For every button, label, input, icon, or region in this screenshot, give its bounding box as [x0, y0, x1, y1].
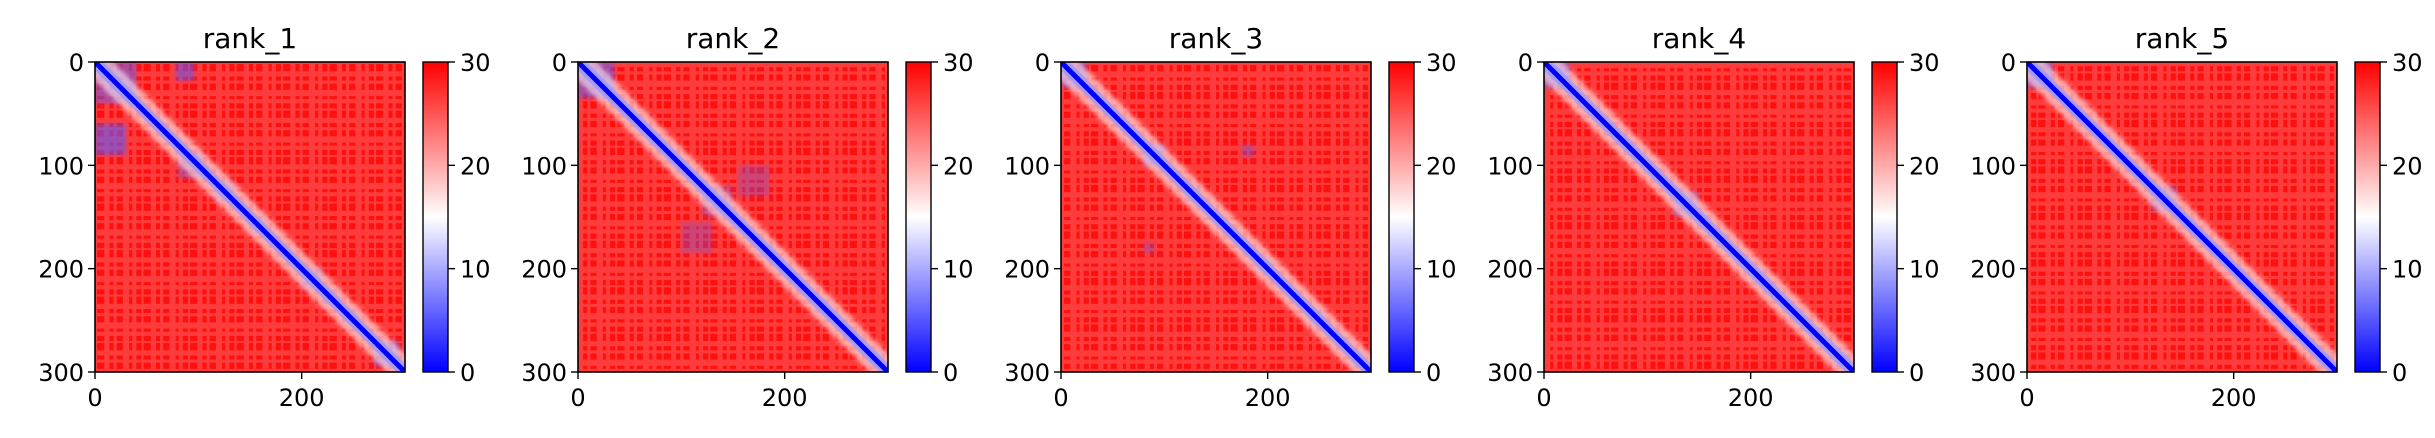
- x-tick-label: 200: [1245, 384, 1291, 412]
- panel-title: rank_4: [1652, 22, 1746, 55]
- colorbar-tick-label: 30: [460, 49, 491, 77]
- heatmap-cells: [1544, 62, 1854, 372]
- diagonal-core: [1061, 62, 1371, 372]
- colorbar: [1388, 61, 1415, 373]
- colorbar-tick-label: 20: [460, 152, 491, 180]
- colorbar: [1871, 61, 1898, 373]
- y-tick-label: 0: [2001, 49, 2016, 77]
- y-tick-label: 300: [521, 359, 567, 387]
- axes-frame: [1543, 61, 1855, 373]
- contact-block: [1143, 242, 1154, 254]
- colorbar-tick-label: 0: [1426, 359, 1441, 387]
- x-tick-label: 200: [279, 384, 325, 412]
- contact-block: [175, 62, 195, 81]
- colorbar-tick-label: 10: [460, 256, 491, 284]
- colorbar-tick-label: 20: [943, 152, 974, 180]
- colorbar-tick-label: 10: [943, 256, 974, 284]
- colorbar-tick-label: 0: [2392, 359, 2407, 387]
- y-tick-label: 0: [69, 49, 84, 77]
- x-tick-label: 0: [570, 384, 585, 412]
- y-tick-label: 200: [1970, 256, 2016, 284]
- colorbar: [2354, 61, 2381, 373]
- colorbar-tick-label: 20: [1909, 152, 1940, 180]
- panel-title: rank_2: [686, 22, 780, 55]
- y-tick-label: 300: [1487, 359, 1533, 387]
- y-tick-label: 300: [1004, 359, 1050, 387]
- y-tick-label: 200: [1487, 256, 1533, 284]
- colorbar-tick-label: 30: [1426, 49, 1457, 77]
- x-tick-label: 200: [762, 384, 808, 412]
- diagonal-core: [95, 62, 405, 372]
- x-tick-label: 0: [1536, 384, 1551, 412]
- y-tick-label: 200: [521, 256, 567, 284]
- contact-block: [95, 124, 126, 155]
- x-tick-label: 0: [2019, 384, 2034, 412]
- colorbar: [905, 61, 932, 373]
- x-tick-label: 200: [1728, 384, 1774, 412]
- colorbar-tick-label: 0: [460, 359, 475, 387]
- heatmap-cells: [1061, 62, 1371, 372]
- y-tick-label: 100: [521, 152, 567, 180]
- y-tick-label: 0: [552, 49, 567, 77]
- x-tick-label: 0: [87, 384, 102, 412]
- y-tick-label: 200: [1004, 256, 1050, 284]
- axes-frame: [2026, 61, 2338, 373]
- diagonal-core: [578, 62, 888, 372]
- y-tick-label: 300: [1970, 359, 2016, 387]
- colorbar-tick-label: 10: [1426, 256, 1457, 284]
- colorbar-tick-label: 20: [1426, 152, 1457, 180]
- diagonal-core: [1544, 62, 1854, 372]
- axes-frame: [1060, 61, 1372, 373]
- panel-title: rank_3: [1169, 22, 1263, 55]
- contact-block: [1241, 144, 1255, 158]
- axes-frame: [94, 61, 406, 373]
- y-tick-label: 100: [38, 152, 84, 180]
- y-tick-label: 200: [38, 256, 84, 284]
- y-tick-label: 0: [1035, 49, 1050, 77]
- colorbar-tick-label: 0: [943, 359, 958, 387]
- axes-frame: [577, 61, 889, 373]
- x-tick-label: 200: [2211, 384, 2257, 412]
- colorbar-tick-label: 20: [2392, 152, 2423, 180]
- colorbar-tick-label: 30: [943, 49, 974, 77]
- y-tick-label: 100: [1487, 152, 1533, 180]
- contact-block: [738, 165, 770, 197]
- heatmap-texture: [2027, 62, 2337, 372]
- colorbar-tick-label: 10: [1909, 256, 1940, 284]
- y-tick-label: 100: [1004, 152, 1050, 180]
- y-tick-label: 100: [1970, 152, 2016, 180]
- colorbar: [422, 61, 449, 373]
- heatmap-cells: [95, 62, 405, 372]
- colorbar-tick-label: 0: [1909, 359, 1924, 387]
- panel-title: rank_5: [2135, 22, 2229, 55]
- y-tick-label: 0: [1518, 49, 1533, 77]
- panel-title: rank_1: [203, 22, 297, 55]
- colorbar-tick-label: 10: [2392, 256, 2423, 284]
- colorbar-tick-label: 30: [1909, 49, 1940, 77]
- contact-block: [681, 222, 713, 254]
- colorbar-tick-label: 30: [2392, 49, 2423, 77]
- y-tick-label: 300: [38, 359, 84, 387]
- heatmap-cells: [2027, 62, 2337, 372]
- heatmap-cells: [578, 62, 888, 372]
- diagonal-core: [2027, 62, 2337, 372]
- x-tick-label: 0: [1053, 384, 1068, 412]
